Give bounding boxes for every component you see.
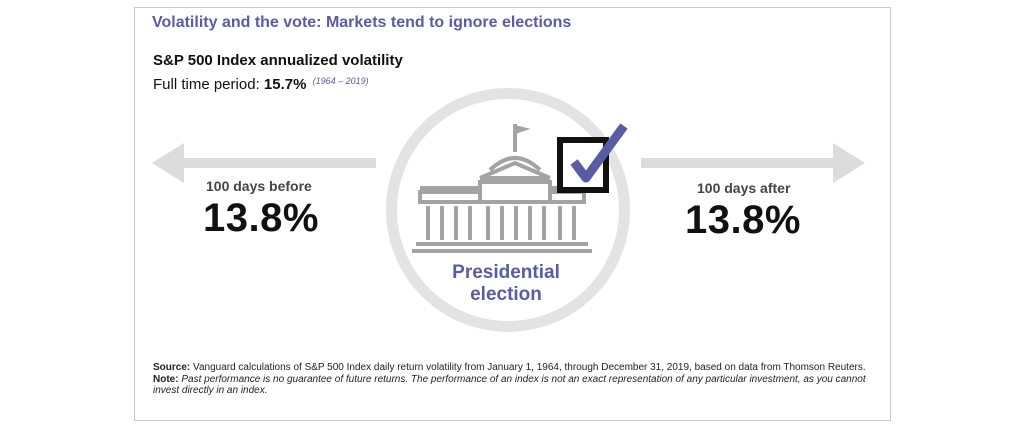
source-text: Vanguard calculations of S&P 500 Index d… [193, 362, 866, 373]
presidential-election-label: Presidential election [436, 262, 576, 306]
center-ring [386, 88, 630, 332]
infographic-title: Volatility and the vote: Markets tend to… [152, 14, 572, 31]
arrow-right-icon [641, 143, 865, 183]
note-line: Note: Past performance is no guarantee o… [153, 374, 878, 397]
before-value: 13.8% [203, 196, 319, 240]
checkbox-checked-icon [557, 123, 628, 193]
arrow-left-icon [152, 143, 376, 183]
footnote: Source: Vanguard calculations of S&P 500… [153, 362, 878, 397]
before-label: 100 days before [206, 178, 312, 194]
center-label-line-1: Presidential [452, 262, 560, 283]
center-label-line-2: election [470, 284, 542, 305]
after-value: 13.8% [685, 198, 801, 242]
note-text: Past performance is no guarantee of futu… [153, 373, 866, 397]
period-range: (1964 – 2019) [312, 76, 369, 86]
period-label: Full time period: [153, 76, 260, 93]
capitol-building-icon [412, 124, 592, 253]
full-period-line: Full time period: 15.7% (1964 – 2019) [153, 76, 369, 93]
source-label: Source: [153, 362, 191, 373]
after-label: 100 days after [697, 180, 791, 196]
infographic-subtitle: S&P 500 Index annualized volatility [153, 52, 403, 69]
note-label: Note: [153, 373, 179, 385]
source-line: Source: Vanguard calculations of S&P 500… [153, 362, 878, 374]
period-value: 15.7% [263, 76, 307, 93]
